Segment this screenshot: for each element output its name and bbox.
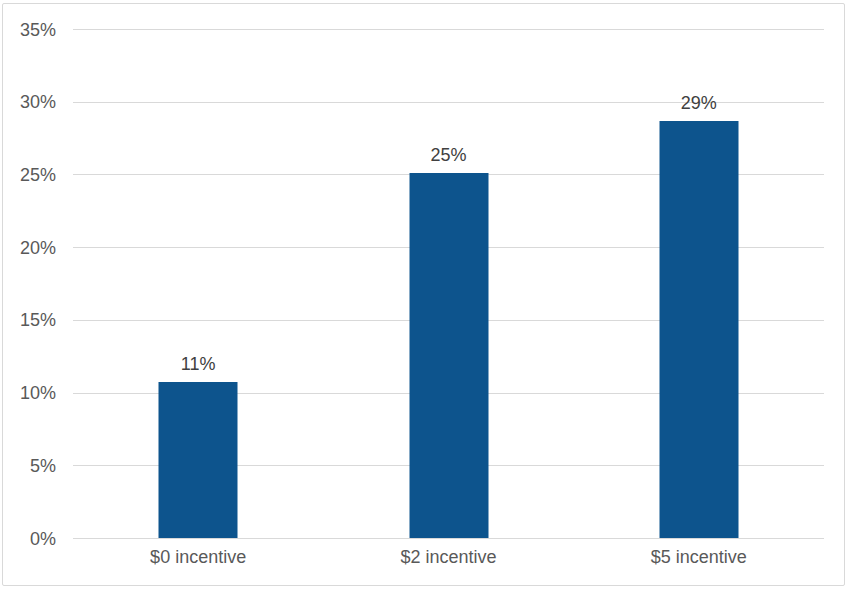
gridline-0% (73, 538, 824, 539)
gridline-35% (73, 29, 824, 30)
y-tick-label: 5% (30, 457, 56, 475)
bar-usd2-incentive (409, 173, 488, 538)
y-tick-label: 15% (20, 311, 56, 329)
category-label: $2 incentive (400, 547, 496, 569)
category-label: $5 incentive (651, 547, 747, 569)
y-tick-label: 25% (20, 166, 56, 184)
bar-data-label: 29% (681, 94, 717, 112)
bar-data-label: 25% (430, 146, 466, 164)
y-tick-label: 30% (20, 93, 56, 111)
y-tick-label: 35% (20, 21, 56, 39)
bar-usd0-incentive (159, 382, 238, 538)
bar-usd5-incentive (659, 121, 738, 538)
plot-area: 0%5%10%15%20%25%30%35% 11%25%29% $0 ince… (73, 29, 824, 538)
chart-canvas: 0% 5% 10% 15% 20% 25% 30% 35% 11% 25% 29% $0 ince… (0, 0, 852, 595)
y-tick-label: 0% (30, 530, 56, 548)
chart-frame: 0% 5% 10% 15% 20% 25% 30% 35% 11% 25% 29% $0 ince… (2, 3, 845, 586)
bar-data-label: 11% (181, 355, 216, 373)
y-tick-label: 20% (20, 239, 56, 257)
y-tick-label: 10% (20, 384, 56, 402)
category-label: $0 incentive (150, 547, 246, 569)
